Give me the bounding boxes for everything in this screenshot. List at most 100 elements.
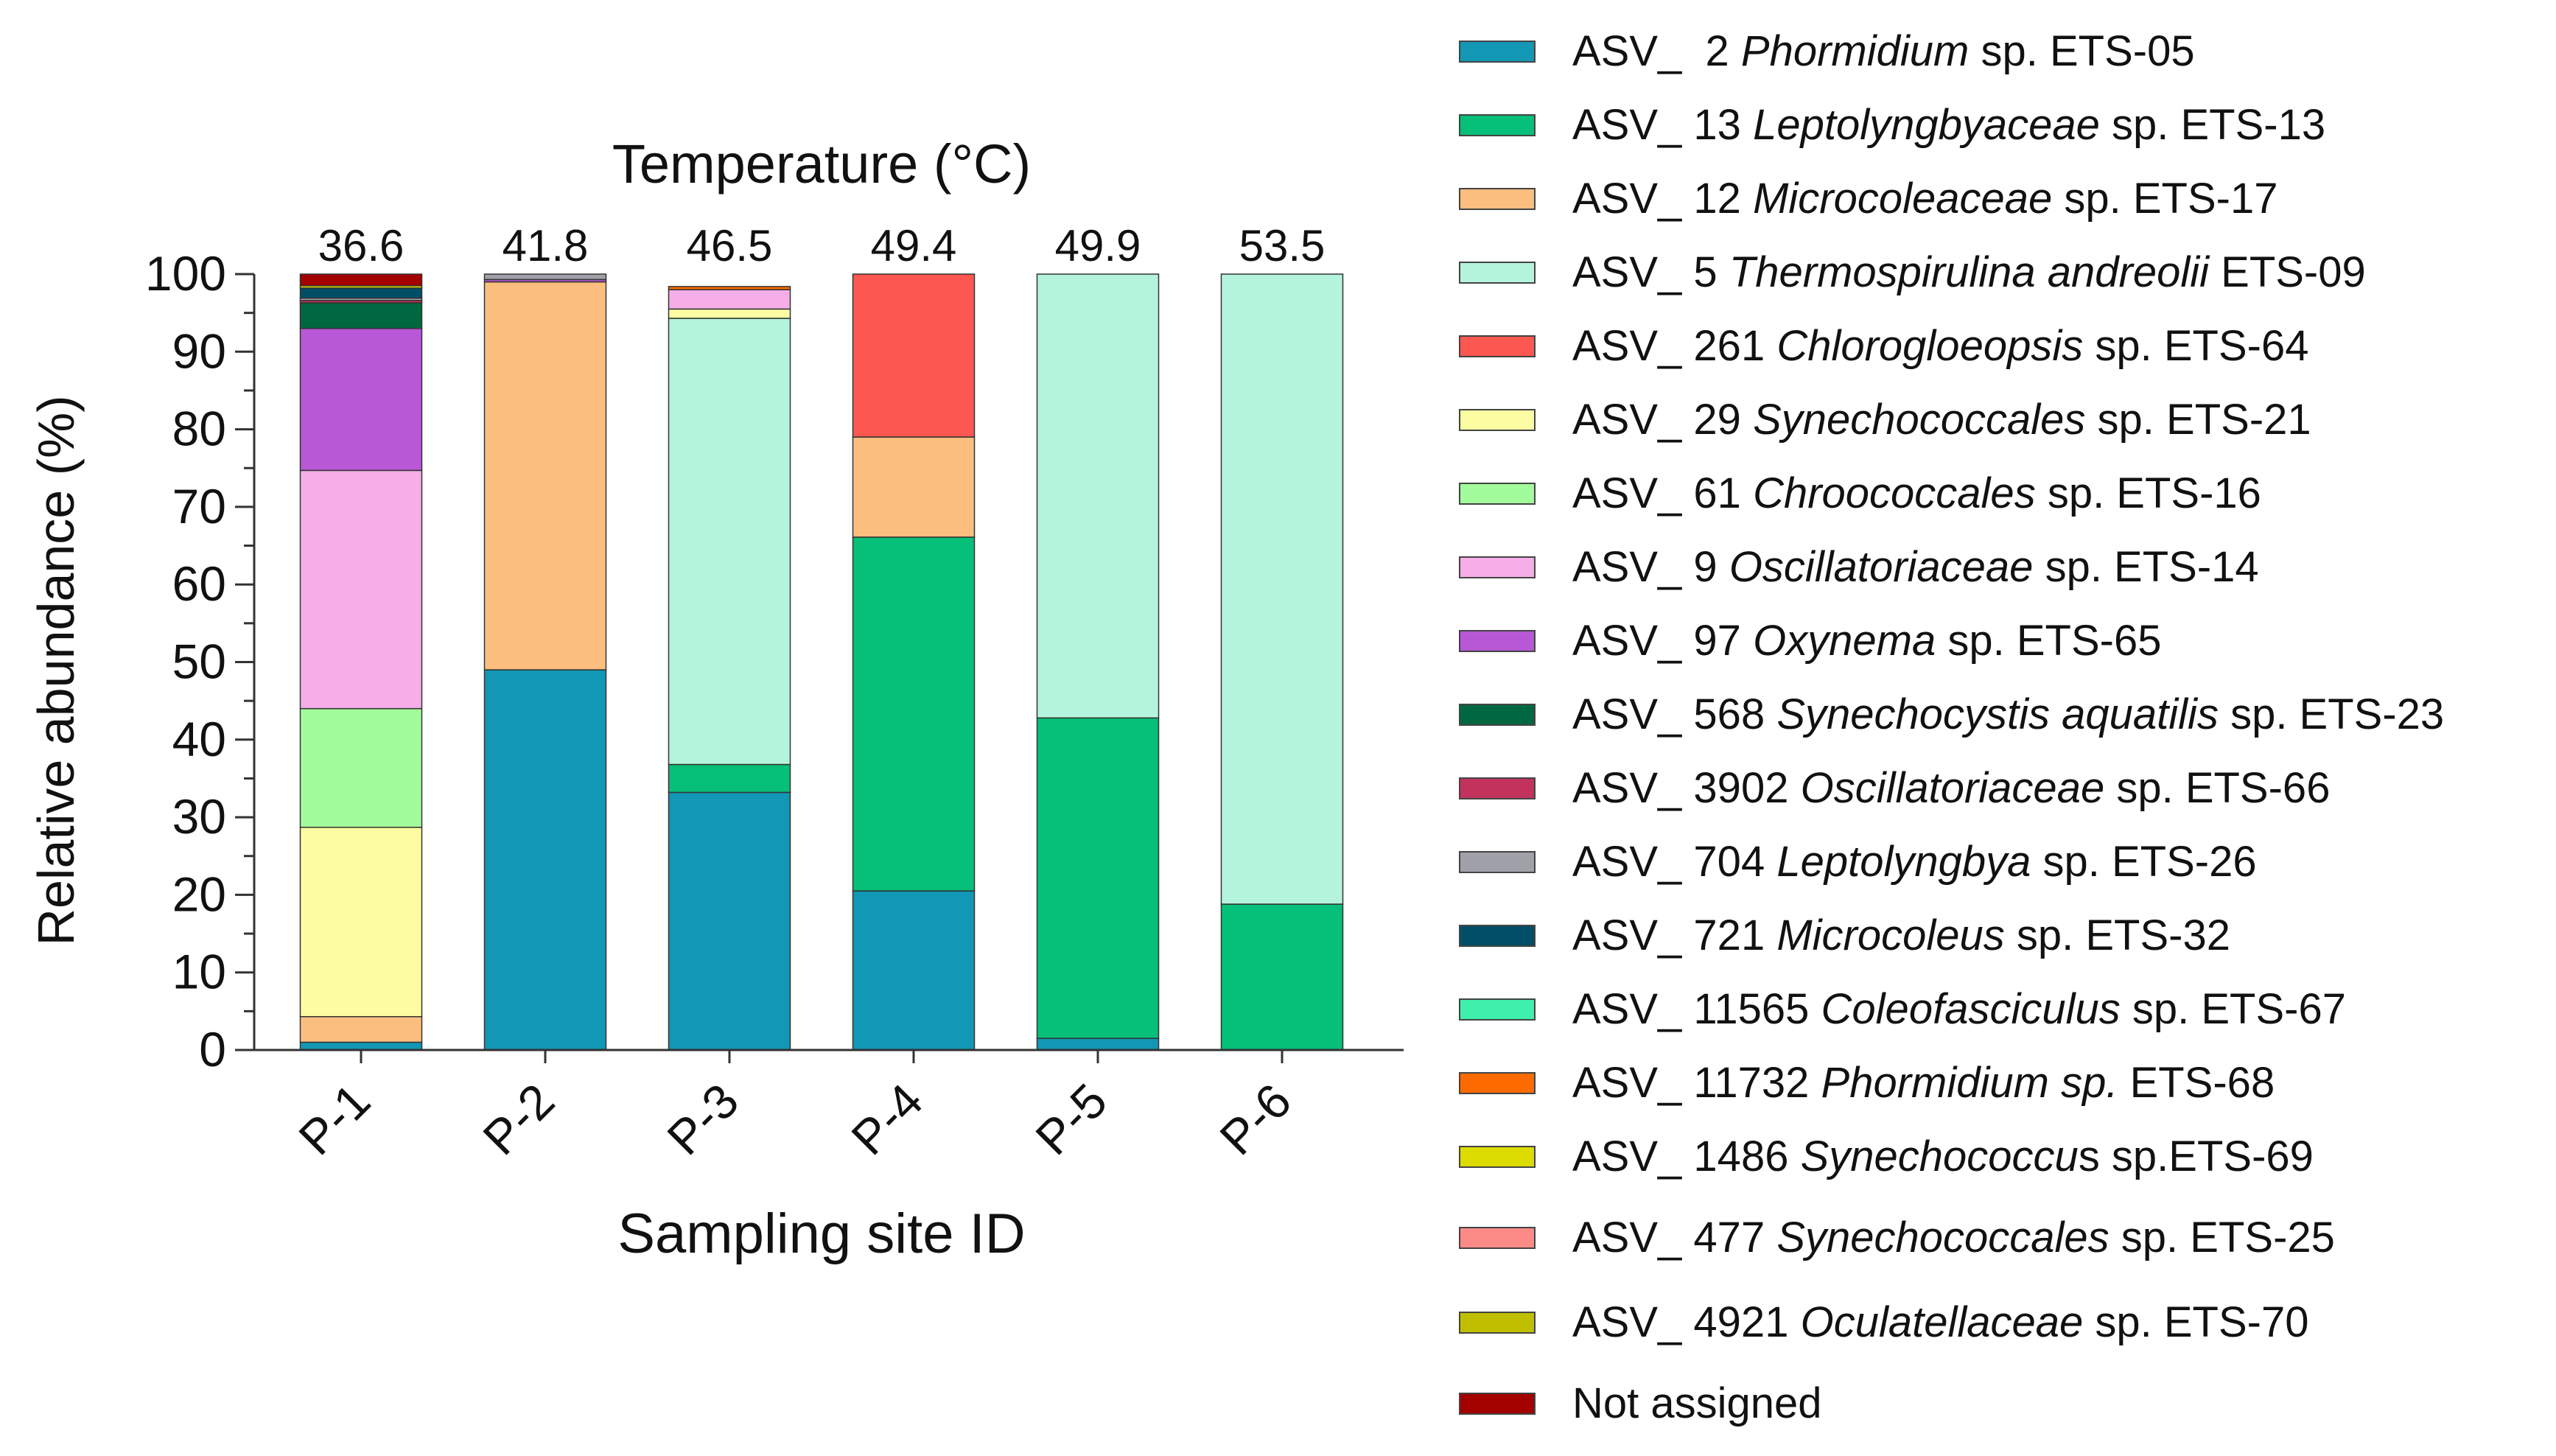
legend-swatch — [1459, 262, 1536, 284]
legend-label-taxon: Phormidium sp. — [1821, 1059, 2118, 1107]
legend-item-asv477: ASV_ 477 Synechococcales sp. ETS-25 — [1459, 1208, 2335, 1267]
legend-item-asv12: ASV_ 12 Microcoleaceae sp. ETS-17 — [1459, 169, 2278, 228]
y-tick-label: 20 — [172, 867, 226, 921]
bar-segment-P-5-asv2 — [1036, 1037, 1160, 1051]
legend-swatch — [1459, 1227, 1536, 1249]
bar-segment-P-2-asv2 — [483, 669, 607, 1051]
bar-segment-P-4-asv12 — [852, 436, 976, 538]
legend-label: ASV_ 1486 Synechococcus sp.ETS-69 — [1572, 1135, 2314, 1178]
legend-swatch — [1459, 630, 1536, 652]
x-tick-label: P-5 — [1025, 1073, 1117, 1165]
legend-label-taxon: Oculatellaceae — [1800, 1298, 2084, 1346]
legend-swatch — [1459, 998, 1536, 1021]
legend-swatch — [1459, 1146, 1536, 1168]
legend-label: ASV_ 13 Leptolyngbyaceae sp. ETS-13 — [1572, 104, 2325, 147]
y-tick-label: 90 — [172, 323, 226, 378]
legend-label-suffix: s sp.ETS-69 — [2078, 1133, 2314, 1180]
bar-segment-P-4-asv2 — [852, 890, 976, 1051]
bar-segment-P-4-asv261 — [852, 273, 976, 438]
y-tick-label: 0 — [199, 1022, 226, 1077]
legend-label-prefix: ASV_ 568 — [1572, 690, 1777, 738]
bar-segment-P-1-asv568 — [299, 302, 423, 329]
legend-label-prefix: ASV_ 721 — [1572, 911, 1777, 959]
legend-item-asv704: ASV_ 704 Leptolyngbya sp. ETS-26 — [1459, 833, 2257, 892]
legend-label: ASV_ 11732 Phormidium sp. ETS-68 — [1572, 1062, 2275, 1105]
legend-item-asv29: ASV_ 29 Synechococcales sp. ETS-21 — [1459, 391, 2311, 449]
legend-swatch — [1459, 114, 1536, 136]
legend-swatch — [1459, 188, 1536, 210]
bar-segment-P-3-asv29 — [668, 308, 791, 319]
legend-item-asv5: ASV_ 5 Thermospirulina andreolii ETS-09 — [1459, 243, 2366, 302]
bar-segment-P-2-asv704 — [483, 273, 607, 281]
bar-segment-P-5-asv13 — [1036, 717, 1160, 1039]
legend-label: ASV_ 5 Thermospirulina andreolii ETS-09 — [1572, 251, 2366, 294]
bar-segment-P-1-na — [299, 273, 423, 287]
y-tick-label: 70 — [172, 479, 226, 533]
legend-label-taxon: Chroococcales — [1753, 469, 2036, 517]
bar-segment-P-3-asv9 — [668, 289, 791, 310]
legend-label: ASV_ 721 Microcoleus sp. ETS-32 — [1572, 914, 2230, 957]
legend-item-asv261: ASV_ 261 Chlorogloeopsis sp. ETS-64 — [1459, 317, 2308, 376]
bar-segment-P-1-asv29 — [299, 827, 423, 1018]
bar-segment-P-3-asv11732 — [668, 286, 791, 290]
legend-label: ASV_ 3902 Oscillatoriaceae sp. ETS-66 — [1572, 767, 2330, 810]
legend-swatch — [1459, 409, 1536, 431]
legend-swatch — [1459, 1312, 1536, 1334]
legend-swatch — [1459, 925, 1536, 947]
legend-label-prefix: ASV_ 11565 — [1572, 985, 1821, 1033]
x-tick-label: P-3 — [656, 1073, 749, 1165]
legend-label-prefix: ASV_ 29 — [1572, 396, 1754, 444]
legend-label-prefix: ASV_ 11732 — [1572, 1059, 1821, 1107]
legend-label-prefix: ASV_ 5 — [1572, 248, 1729, 296]
legend-label: ASV_ 568 Synechocystis aquatilis sp. ETS… — [1572, 693, 2444, 736]
legend-swatch — [1459, 335, 1536, 357]
bar-segment-P-3-asv13 — [668, 763, 791, 794]
legend-item-asv61: ASV_ 61 Chroococcales sp. ETS-16 — [1459, 464, 2261, 523]
bar-segment-P-1-asv97 — [299, 327, 423, 472]
legend-label-prefix: ASV_ 13 — [1572, 101, 1754, 149]
legend-item-asv11565: ASV_ 11565 Coleofasciculus sp. ETS-67 — [1459, 980, 2346, 1039]
legend-label: ASV_ 29 Synechococcales sp. ETS-21 — [1572, 399, 2311, 441]
legend-label: ASV_ 477 Synechococcales sp. ETS-25 — [1572, 1217, 2335, 1259]
legend-label-suffix: ETS-68 — [2118, 1059, 2275, 1107]
legend-label-suffix: sp. ETS-66 — [2104, 764, 2331, 812]
legend-item-asv9: ASV_ 9 Oscillatoriaceae sp. ETS-14 — [1459, 538, 2259, 597]
y-tick-label: 80 — [172, 402, 226, 456]
legend-label-taxon: Thermospirulina andreolii — [1729, 248, 2210, 296]
y-axis-label: Relative abundance (%) — [27, 395, 85, 945]
legend-swatch — [1459, 483, 1536, 505]
legend-label-prefix: ASV_ 261 — [1572, 322, 1777, 370]
legend-label-taxon: Oscillatoriaceae — [1800, 764, 2105, 812]
legend-label-prefix: ASV_ 704 — [1572, 838, 1777, 886]
bar-segment-P-1-asv12 — [299, 1015, 423, 1043]
legend-label: ASV_ 12 Microcoleaceae sp. ETS-17 — [1572, 178, 2278, 220]
legend-label-prefix: ASV_ 2 — [1572, 27, 1741, 75]
legend-swatch — [1459, 41, 1536, 63]
legend-item-na: Not assigned — [1459, 1374, 1822, 1433]
x-tick-label: P-2 — [472, 1073, 564, 1165]
legend-item-asv721: ASV_ 721 Microcoleus sp. ETS-32 — [1459, 906, 2230, 965]
legend-label-suffix: sp. ETS-17 — [2052, 175, 2278, 223]
y-tick-label: 30 — [172, 789, 226, 844]
bar-segment-P-3-asv5 — [668, 318, 791, 766]
bar-segment-P-1-asv61 — [299, 707, 423, 828]
bar-segment-P-4-asv13 — [852, 536, 976, 892]
bar-segment-P-5-asv5 — [1036, 273, 1160, 719]
legend-label-taxon: Synechococcu — [1800, 1133, 2079, 1180]
legend-swatch — [1459, 851, 1536, 873]
legend-label-suffix: sp. ETS-67 — [2120, 985, 2346, 1033]
y-tick-label: 10 — [172, 945, 226, 999]
axes-layer: 36.6 P-1 41.8 P-2 46.5 P-3 49.4 P-4 49.9 P-5 53.5 P… — [145, 221, 1404, 1165]
y-tick-label: 40 — [172, 712, 226, 766]
legend-swatch — [1459, 704, 1536, 726]
legend-label-taxon: Synechococcales — [1753, 396, 2086, 444]
x-tick-label: P-4 — [841, 1073, 933, 1165]
legend-label-suffix: ETS-09 — [2209, 248, 2366, 296]
legend-item-asv4921: ASV_ 4921 Oculatellaceae sp. ETS-70 — [1459, 1293, 2309, 1352]
legend-label-suffix: sp. ETS-70 — [2083, 1298, 2309, 1346]
temperature-label: 49.4 — [871, 221, 957, 270]
legend-label-taxon: Synechococcales — [1776, 1214, 2109, 1261]
legend-label-prefix: ASV_ 3902 — [1572, 764, 1801, 812]
legend-label: ASV_ 2 Phormidium sp. ETS-05 — [1572, 30, 2195, 73]
legend-label-suffix: sp. ETS-65 — [1936, 617, 2162, 665]
